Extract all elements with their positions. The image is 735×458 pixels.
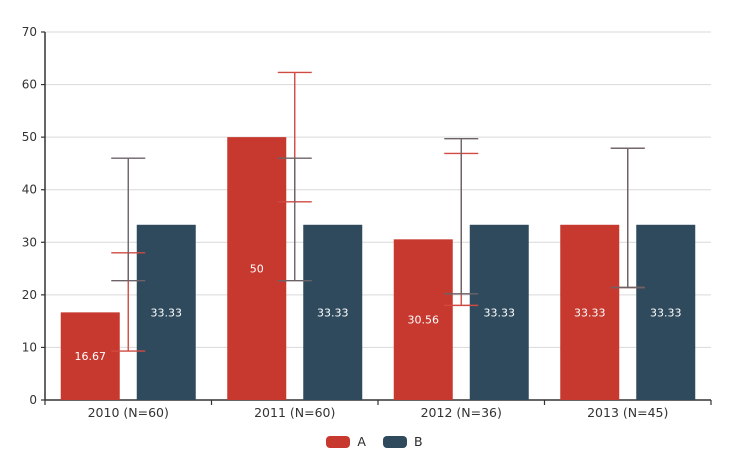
legend: A B [7, 434, 735, 449]
bar-chart: 0 10 20 30 40 50 60 70 2010 (N=60) 2011 (N=60) 201… [22, 25, 712, 449]
y-tick-label: 30 [22, 235, 37, 249]
bar-value-label: 33.33 [151, 306, 183, 319]
x-category-label: 2013 (N=45) [587, 405, 668, 420]
bar-b [136, 224, 196, 400]
x-category-label: 2011 (N=60) [254, 405, 335, 420]
legend-swatch-b [382, 436, 407, 449]
bar-value-label: 33.33 [317, 306, 349, 319]
y-tick-label: 60 [22, 78, 37, 92]
y-tick-label: 10 [22, 340, 37, 354]
bar-value-label: 33.33 [484, 306, 516, 319]
legend-item-b: B [382, 434, 423, 449]
bar-b [636, 224, 696, 400]
bar-value-label: 33.33 [574, 306, 606, 319]
legend-label-b: B [413, 434, 423, 449]
bar-b [469, 224, 529, 400]
plot-area: 0 10 20 30 40 50 60 70 2010 (N=60) 2011 (N=60) 201… [22, 25, 712, 420]
bar-a [560, 224, 620, 400]
legend-item-a: A [326, 434, 366, 449]
y-tick-label: 50 [22, 130, 37, 144]
x-category-label: 2010 (N=60) [88, 405, 169, 420]
bar-value-label: 33.33 [650, 306, 682, 319]
bar-b [303, 224, 363, 400]
y-tick-label: 40 [22, 183, 37, 197]
bar-a [393, 239, 453, 400]
bar-a [60, 312, 120, 400]
bar-value-label: 16.67 [75, 350, 107, 363]
x-category-label: 2012 (N=36) [421, 405, 502, 420]
bar-value-label: 30.56 [408, 314, 440, 327]
bar-a [227, 137, 287, 400]
legend-swatch-a [326, 436, 351, 449]
y-tick-label: 0 [29, 393, 37, 407]
y-tick-label: 70 [22, 25, 37, 39]
bar-value-label: 50 [250, 263, 264, 276]
y-tick-label: 20 [22, 288, 37, 302]
legend-label-a: A [357, 434, 366, 449]
